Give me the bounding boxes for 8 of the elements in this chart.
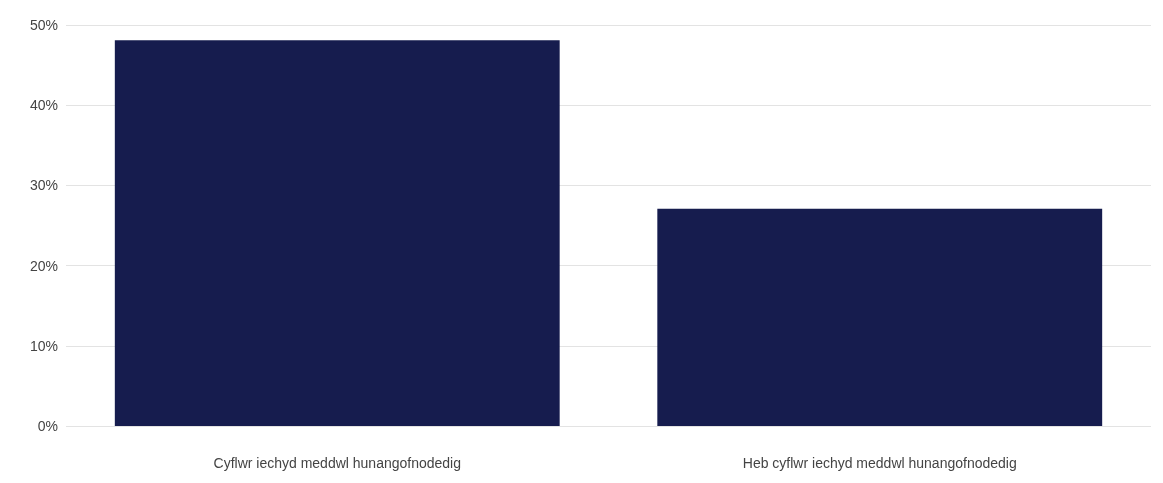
y-tick-label: 20% (29, 257, 58, 274)
x-tick-label: Cyflwr iechyd meddwl hunangofnodedig (213, 455, 461, 471)
y-tick-label: 30% (29, 177, 58, 194)
y-tick-label: 0% (37, 418, 58, 434)
y-tick-label: 50% (29, 17, 58, 33)
y-tick-label: 10% (29, 337, 58, 354)
y-tick-label: 40% (29, 97, 58, 114)
x-tick-label: Heb cyflwr iechyd meddwl hunangofnodedig (742, 455, 1017, 471)
